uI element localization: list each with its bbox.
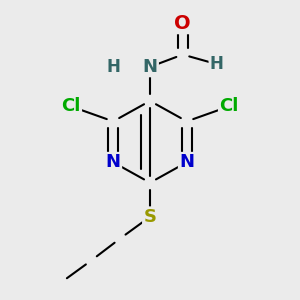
Text: N: N — [179, 153, 194, 171]
Text: Cl: Cl — [61, 98, 81, 116]
Text: Cl: Cl — [219, 98, 239, 116]
Text: S: S — [143, 208, 157, 226]
Text: O: O — [174, 14, 191, 33]
Text: H: H — [106, 58, 120, 76]
Text: N: N — [142, 58, 158, 76]
Text: N: N — [106, 153, 121, 171]
Text: H: H — [210, 55, 224, 73]
